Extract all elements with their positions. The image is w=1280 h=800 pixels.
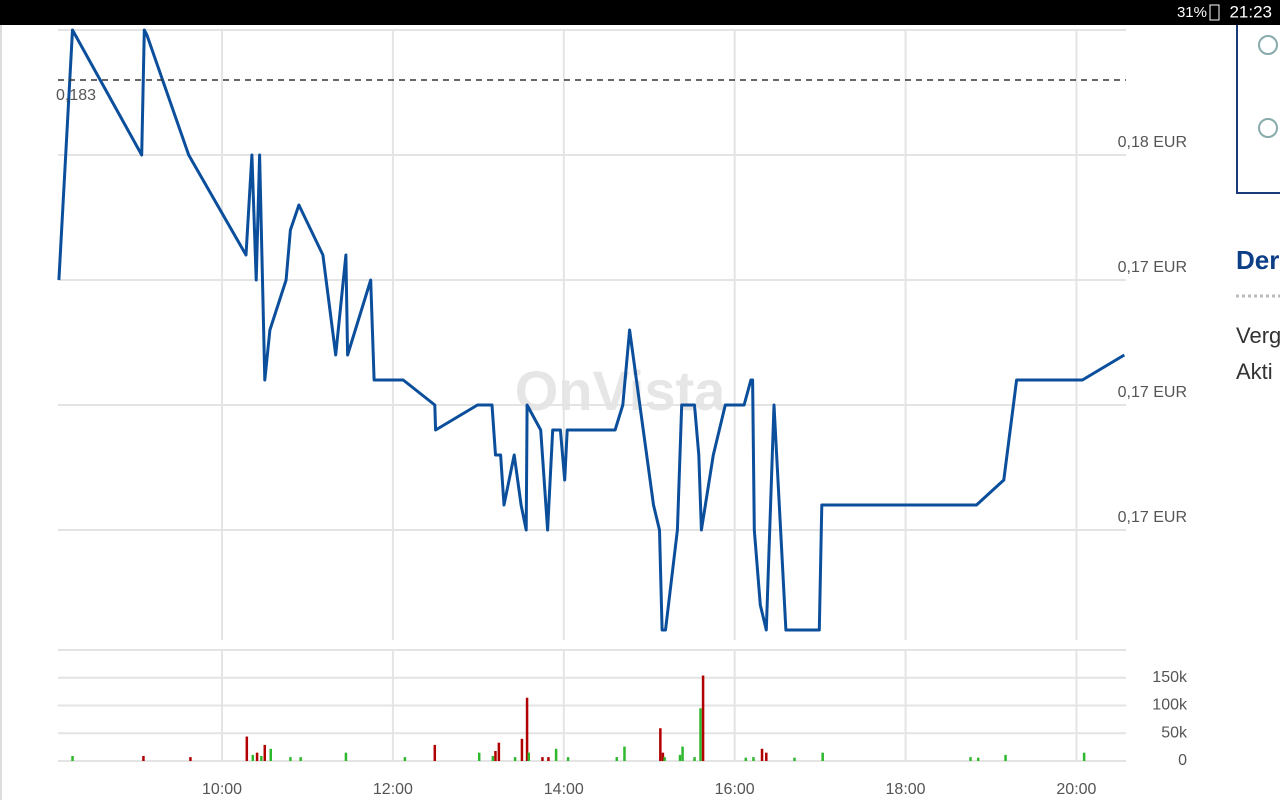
reference-label: 0,183	[56, 87, 96, 104]
volume-bar	[527, 752, 531, 761]
volume-bar	[513, 757, 517, 761]
volume-bar	[663, 757, 666, 761]
x-tick-label: 12:00	[373, 781, 413, 798]
volume-bar	[71, 756, 74, 761]
y-tick-label: 0,17 EUR	[1118, 509, 1187, 526]
volume-bar	[821, 752, 824, 761]
y-tick-label: 150k	[1152, 669, 1188, 686]
sidebar-text: Verg	[1236, 323, 1280, 348]
volume-bar	[497, 742, 501, 761]
volume-bar	[403, 757, 407, 761]
volume-bar	[744, 757, 748, 761]
battery-icon	[1209, 4, 1220, 21]
volume-bar	[765, 752, 768, 761]
sidebar: Der Verg Akti	[1236, 19, 1280, 384]
volume-bar	[494, 751, 497, 761]
volume-bar	[547, 757, 550, 761]
volume-bar	[678, 754, 682, 761]
x-tick-label: 18:00	[886, 781, 926, 798]
x-tick-label: 10:00	[202, 781, 242, 798]
battery: 31%	[1177, 4, 1207, 21]
y-tick-label: 0,18 EUR	[1118, 134, 1187, 151]
volume-bar	[245, 736, 249, 761]
volume-bar	[976, 757, 980, 761]
volume-bar	[793, 757, 796, 761]
volume-bar	[661, 752, 665, 761]
left-border	[0, 0, 2, 800]
icon	[1258, 35, 1278, 55]
y-tick-label: 0,17 EUR	[1118, 384, 1187, 401]
volume-bar	[699, 708, 702, 761]
y-tick-label: 50k	[1161, 724, 1188, 741]
y-tick-label: 0,17 EUR	[1118, 259, 1187, 276]
volume-bar	[189, 757, 192, 761]
y-tick-label: 100k	[1152, 697, 1188, 714]
volume-bar	[760, 748, 764, 761]
volume-bar	[433, 744, 437, 761]
volume-bar	[541, 757, 544, 761]
x-tick-label: 16:00	[715, 781, 755, 798]
volume-bar	[142, 756, 145, 761]
volume-bar	[969, 757, 972, 761]
volume-bar	[344, 752, 348, 761]
volume-bar	[1004, 754, 1007, 761]
volume-bar	[491, 756, 495, 761]
thumbnail[interactable]	[1236, 19, 1280, 194]
volume-bar	[251, 754, 255, 761]
volume-bar	[289, 757, 292, 761]
volume-bar	[566, 757, 570, 761]
y-tick-label: 0	[1178, 752, 1187, 769]
volume-bar	[681, 746, 684, 761]
status-bar: 31% 21:23	[0, 0, 1280, 25]
volume-bar	[659, 728, 662, 761]
volume-bar	[255, 752, 259, 761]
volume-bar	[701, 675, 705, 761]
clock: 21:23	[1229, 2, 1272, 21]
volume-bar	[269, 748, 272, 761]
volume-bar	[623, 746, 626, 761]
volume-bar	[693, 757, 696, 761]
icon	[1258, 118, 1278, 138]
x-tick-label: 14:00	[544, 781, 584, 798]
volume-bar	[299, 757, 302, 761]
volume-bar	[477, 752, 481, 761]
volume-bar	[554, 748, 558, 761]
volume-bar	[1082, 752, 1086, 761]
volume-bar	[752, 757, 755, 761]
volume-bar	[615, 757, 619, 761]
volume-bar	[520, 738, 524, 761]
sidebar-heading: Der	[1236, 245, 1279, 275]
volume-bar	[260, 756, 263, 761]
volume-bar	[263, 744, 267, 761]
price-line	[57, 28, 1126, 632]
volume-bar	[525, 697, 529, 761]
sidebar-text: Akti	[1236, 359, 1273, 384]
status-bar-bg	[0, 0, 1280, 25]
x-tick-label: 20:00	[1056, 781, 1096, 798]
